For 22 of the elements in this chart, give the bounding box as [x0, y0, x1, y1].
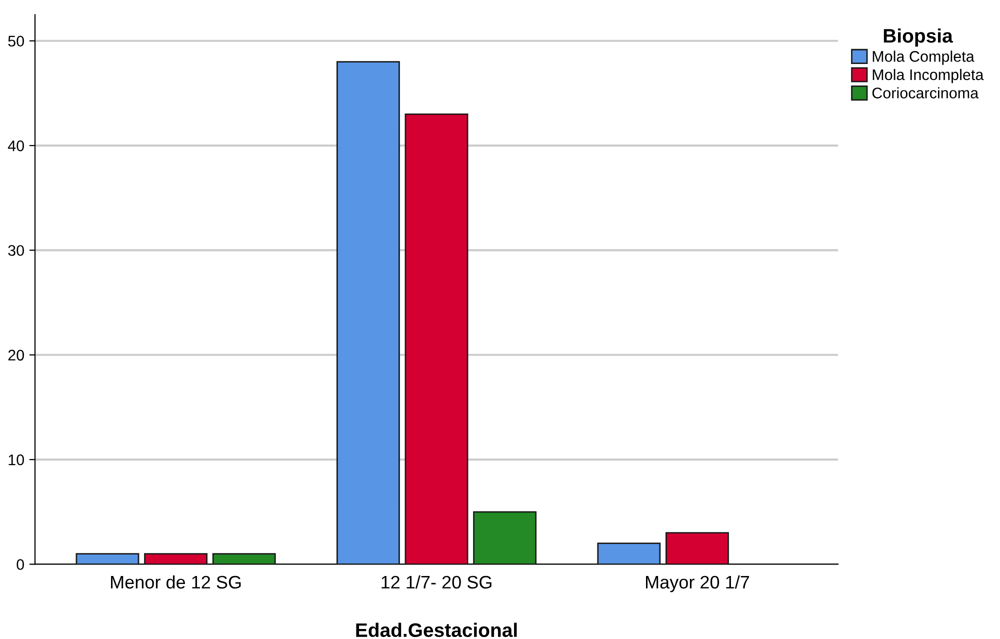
x-tick-label: Menor de 12 SG — [111, 575, 241, 589]
bar — [144, 553, 208, 564]
bar — [404, 113, 468, 564]
x-tick-label: 12 1/7- 20 SG — [382, 575, 492, 589]
bar — [212, 553, 276, 564]
x-axis-title: Edad.Gestacional — [356, 622, 517, 638]
y-tick-label: 50 — [8, 36, 24, 47]
legend-title: Biopsia — [884, 28, 953, 47]
y-tick-label: 10 — [8, 454, 24, 466]
y-tick-label: 40 — [8, 140, 24, 152]
bar — [665, 532, 729, 564]
bar — [597, 542, 661, 564]
y-tick-label: 0 — [16, 559, 24, 570]
legend-label: Mola Incompleta — [872, 68, 984, 84]
y-tick-label: 30 — [8, 245, 24, 256]
x-tick-label: Mayor 20 1/7 — [646, 575, 749, 592]
legend-label: Coriocarcinoma — [872, 87, 979, 98]
y-tick-label: 20 — [8, 350, 24, 361]
bar — [76, 553, 140, 564]
legend-label: Mola Completa — [872, 50, 974, 65]
bar — [473, 511, 537, 564]
bar — [336, 61, 400, 564]
